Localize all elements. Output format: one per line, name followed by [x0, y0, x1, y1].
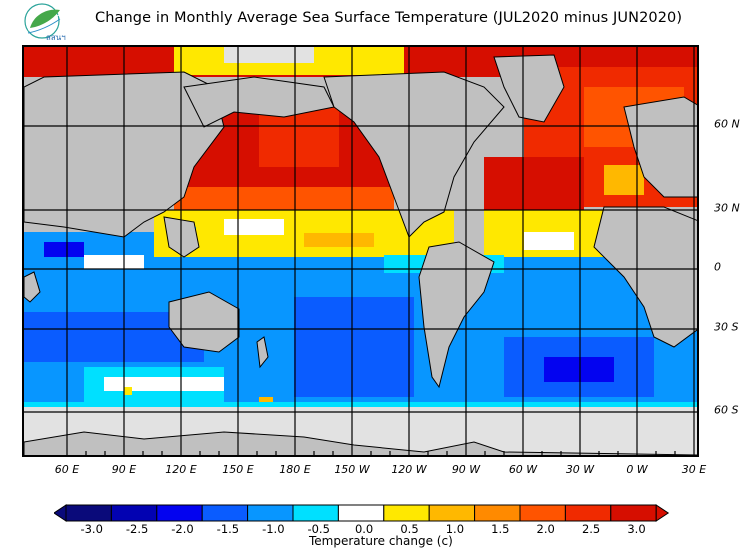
land-north-america: [323, 71, 505, 238]
land-south-america: [418, 241, 495, 389]
longitude-label: 30 W: [565, 463, 595, 476]
land-new-zealand: [256, 336, 269, 369]
colorbar-swatch: [65, 504, 112, 522]
colorbar-tick-label: -3.0: [80, 522, 103, 536]
ocean-region-south-atlantic-deep: [544, 357, 614, 382]
ocean-region-south-pacific-core: [294, 297, 414, 397]
sst-anomaly-map: [24, 47, 697, 455]
colorbar-tick-label: -1.0: [262, 522, 285, 536]
latitude-label: 60 S: [714, 403, 739, 417]
longitude-label: 150 W: [334, 463, 370, 476]
latitude-label: 30 N: [714, 201, 740, 215]
colorbar-title: Temperature change (c): [309, 534, 453, 548]
ocean-region-gulf-stream: [484, 157, 584, 217]
land-siberia-east: [183, 76, 335, 128]
ocean-region-north-pacific-core: [259, 107, 339, 167]
colorbar-tick-label: -0.5: [307, 522, 330, 536]
logo-ring: [24, 3, 60, 39]
colorbar-swatch: [519, 504, 566, 522]
land-europe: [623, 96, 697, 198]
latitude-label: 0: [714, 260, 721, 274]
colorbar-tick-label: 3.0: [627, 522, 646, 536]
longitude-label: 90 W: [451, 463, 481, 476]
ocean-region-warm-dot-1: [124, 387, 132, 395]
colorbar-tick-label: -1.5: [216, 522, 240, 536]
colorbar-swatch: [247, 504, 294, 522]
colorbar-swatch: [201, 504, 249, 522]
ocean-region-neutral-patch-2: [524, 232, 574, 250]
colorbar-swatch: [156, 504, 203, 522]
colorbar-tick-label: -2.0: [171, 522, 194, 536]
ocean-region-north-pacific-south: [174, 187, 394, 212]
colorbar-under-arrow: [54, 504, 67, 522]
colorbar-tick-label: 0.0: [354, 522, 374, 536]
colorbar-swatch: [383, 504, 430, 522]
longitude-label: 0 W: [626, 463, 648, 476]
land-antarctica: [24, 431, 697, 455]
longitude-label: 120 W: [391, 463, 427, 476]
chart-title: Change in Monthly Average Sea Surface Te…: [95, 10, 683, 26]
land-greenland: [493, 54, 565, 123]
colorbar-swatch: [564, 504, 612, 522]
longitude-label: 180 E: [279, 463, 311, 476]
ocean-region-neutral-patch-4: [104, 377, 224, 391]
graticule: [24, 47, 697, 455]
colorbar-over-arrow: [655, 504, 670, 522]
colorbar-tick-label: 0.5: [400, 522, 419, 536]
colorbar: [54, 504, 670, 522]
colorbar-swatch: [474, 504, 521, 522]
leaf-icon: [30, 9, 60, 28]
sea-ice-arctic: [224, 47, 314, 63]
ocean-region-neutral-patch-3: [84, 255, 144, 269]
colorbar-tick-label: 2.5: [581, 522, 601, 536]
latitude-label: 60 N: [714, 117, 740, 131]
ocean-region-warm-patch-2: [604, 165, 644, 195]
longitude-label: 90 E: [111, 463, 137, 476]
colorbar-swatch: [292, 504, 339, 522]
map-panel: [22, 45, 699, 457]
logo-text: สสนฯ: [46, 33, 66, 42]
colorbar-tick-label: 1.5: [491, 522, 510, 536]
colorbar-swatch: [110, 504, 158, 522]
ocean-region-warm-patch-1: [304, 233, 374, 247]
colorbar-tick-label: -2.5: [125, 522, 149, 536]
longitude-label: 150 E: [222, 463, 254, 476]
colorbar-swatch: [428, 504, 476, 522]
colorbar-tick-label: 1.0: [445, 522, 465, 536]
land-australia: [168, 291, 240, 353]
colorbar-tick-label: 2.0: [536, 522, 555, 536]
colorbar-swatch: [610, 504, 657, 522]
land-masses: [24, 54, 697, 455]
ssnu-logo: สสนฯ: [24, 3, 66, 42]
land-madagascar: [24, 271, 41, 303]
longitude-label: 30 E: [681, 463, 707, 476]
longitude-label: 60 E: [54, 463, 80, 476]
colorbar-swatch: [337, 504, 385, 522]
land-africa: [593, 206, 697, 348]
latitude-label: 30 S: [714, 320, 739, 334]
longitude-label: 60 W: [508, 463, 538, 476]
longitude-label: 120 E: [165, 463, 197, 476]
ocean-region-neutral-patch-1: [224, 219, 284, 235]
